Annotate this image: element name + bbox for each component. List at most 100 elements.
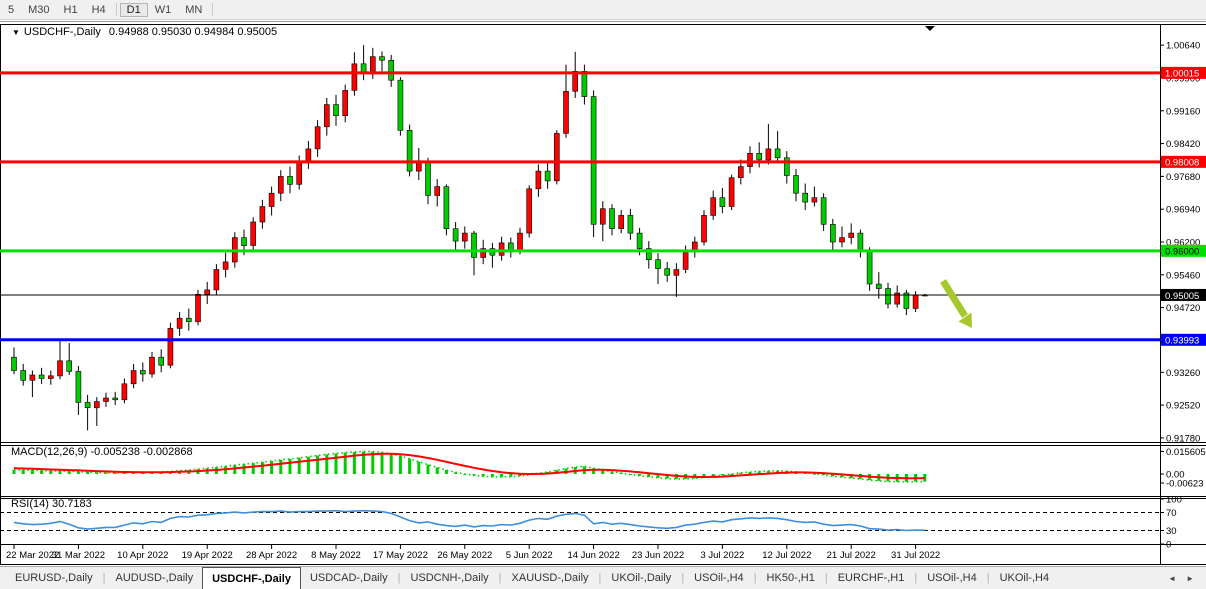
down-arrow-annotation-head[interactable] <box>958 312 973 329</box>
bull-candle <box>553 133 560 182</box>
bear-candle <box>452 228 459 242</box>
macd-histogram-bar <box>426 464 430 474</box>
chart-tab-usoil-h4-10[interactable]: USOil-,H4 <box>927 572 977 584</box>
chart-tab-usdchf-daily-2[interactable]: USDCHF-,Daily <box>202 567 301 589</box>
tab-scroll-left-icon[interactable]: ◄ <box>1168 573 1177 583</box>
collapse-chart-icon[interactable]: ▼ <box>12 28 20 37</box>
rsi-tick-label: 100 <box>1166 495 1182 506</box>
bull-candle <box>848 232 855 238</box>
rsi-line <box>13 509 925 532</box>
macd-histogram-bar <box>40 470 44 474</box>
price-tag <box>1161 333 1206 346</box>
bear-candle <box>287 176 293 185</box>
bear-candle <box>38 374 45 379</box>
bear-candle <box>112 397 118 401</box>
price-tick-label: 0.96940 <box>1166 205 1200 216</box>
bear-candle <box>397 79 404 131</box>
macd-histogram-bar <box>500 474 504 477</box>
chart-tab-hk50-h1-8[interactable]: HK50-,H1 <box>766 572 815 584</box>
macd-histogram-bar <box>509 474 513 477</box>
tab-separator: | <box>986 572 990 584</box>
bear-candle <box>241 237 247 246</box>
bear-candle <box>11 356 17 371</box>
bear-candle <box>829 224 836 243</box>
chart-tab-usdcnh-daily-4[interactable]: USDCNH-,Daily <box>410 572 489 584</box>
bear-candle <box>84 402 91 408</box>
chart-tab-audusd-daily-1[interactable]: AUDUSD-,Daily <box>115 572 194 584</box>
bull-candle <box>47 375 54 379</box>
macd-histogram-bar <box>454 472 458 474</box>
timeframe-button-h1[interactable]: H1 <box>63 3 78 16</box>
macd-histogram-bar <box>49 470 53 474</box>
macd-histogram-bar <box>242 464 246 474</box>
bear-candle <box>857 232 864 252</box>
bull-candle <box>701 215 707 243</box>
macd-main-line <box>13 450 925 483</box>
price-tick-label: 0.95460 <box>1166 270 1200 281</box>
bear-candle <box>379 56 385 61</box>
bear-candle <box>655 259 661 269</box>
macd-histogram-bar <box>665 474 669 479</box>
macd-histogram-bar <box>730 474 734 475</box>
date-label: 14 Jun 2022 <box>567 550 619 561</box>
bull-candle <box>673 269 680 276</box>
timeframe-button-m30[interactable]: M30 <box>28 3 50 16</box>
down-arrow-annotation[interactable] <box>940 279 968 318</box>
macd-tick-label: 0.015605 <box>1166 447 1206 458</box>
bull-candle <box>912 294 919 309</box>
bull-candle <box>176 317 183 329</box>
chart-tab-ukoil-h4-11[interactable]: UKOil-,H4 <box>999 572 1050 584</box>
chart-tab-xauusd-daily-5[interactable]: XAUUSD-,Daily <box>511 572 589 584</box>
price-tag <box>1161 244 1206 257</box>
bull-candle <box>121 383 128 401</box>
macd-tick-label: -0.00623 <box>1166 479 1204 490</box>
tab-scroll-right-icon[interactable]: ► <box>1186 573 1194 583</box>
date-label: 23 Jun 2022 <box>632 550 684 561</box>
macd-histogram-bar <box>288 459 292 474</box>
macd-histogram-bar <box>251 463 255 474</box>
timeframe-button-h4[interactable]: H4 <box>91 3 106 16</box>
date-label: 31 Mar 2022 <box>52 550 105 561</box>
price-tick-label: 0.91780 <box>1166 433 1200 444</box>
macd-histogram-bar <box>840 474 844 478</box>
chart-tab-usdcad-daily-3[interactable]: USDCAD-,Daily <box>309 572 388 584</box>
date-label: 31 Jul 2022 <box>891 550 940 561</box>
bull-candle <box>535 170 542 190</box>
bull-candle <box>737 166 744 179</box>
price-tag-label: 0.95005 <box>1165 291 1199 302</box>
macd-histogram-bar <box>481 474 485 477</box>
price-tag-label: 0.98008 <box>1165 158 1199 169</box>
chart-tab-eurchf-h1-9[interactable]: EURCHF-,H1 <box>837 572 905 584</box>
bull-candle <box>277 176 284 194</box>
timeframe-button-5[interactable]: 5 <box>8 3 15 16</box>
bull-candle <box>57 360 63 377</box>
macd-histogram-bar <box>76 471 80 474</box>
bear-candle <box>75 371 82 403</box>
tab-separator: | <box>102 572 106 584</box>
tab-separator: | <box>914 572 918 584</box>
chart-tab-eurusd-daily-0[interactable]: EURUSD-,Daily <box>15 572 93 584</box>
date-label: 28 Apr 2022 <box>246 550 297 561</box>
bear-candle <box>609 208 615 229</box>
macd-histogram-bar <box>647 474 651 477</box>
macd-histogram-bar <box>408 458 412 474</box>
macd-histogram-bar <box>748 472 752 474</box>
timeframe-button-d1[interactable]: D1 <box>119 2 148 17</box>
macd-histogram-bar <box>233 465 237 474</box>
bear-candle <box>425 161 431 196</box>
date-label: 17 May 2022 <box>373 550 428 561</box>
macd-histogram-bar <box>592 468 596 474</box>
bull-candle <box>682 250 689 270</box>
bull-candle <box>415 161 422 172</box>
macd-histogram-bar <box>711 474 715 477</box>
chart-tab-ukoil-daily-6[interactable]: UKOil-,Daily <box>611 572 672 584</box>
timeframe-button-mn[interactable]: MN <box>185 3 203 16</box>
chart-tab-usoil-h4-7[interactable]: USOil-,H4 <box>694 572 744 584</box>
price-tag-label: 0.93993 <box>1165 336 1199 347</box>
price-tick-label: 0.99900 <box>1166 73 1200 84</box>
price-tick-label: 0.96200 <box>1166 237 1200 248</box>
price-tick-label: 0.94720 <box>1166 303 1200 314</box>
timeframe-button-w1[interactable]: W1 <box>154 3 172 16</box>
date-label: 8 May 2022 <box>311 550 361 561</box>
price-tag-label: 0.96000 <box>1165 247 1199 258</box>
